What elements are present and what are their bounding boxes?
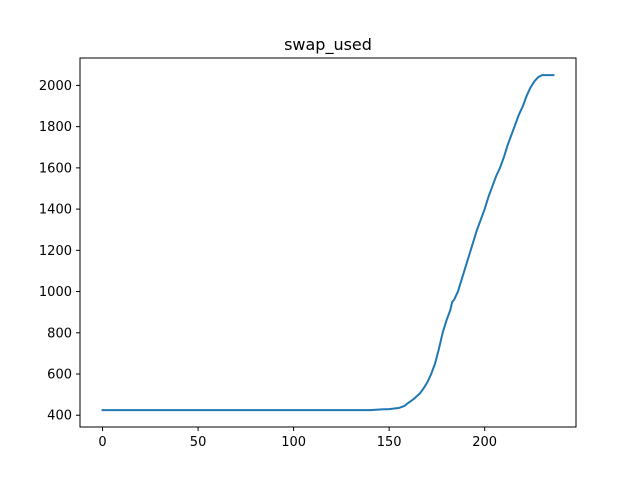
- y-tick-label: 1800: [39, 120, 72, 135]
- chart-title: swap_used: [284, 35, 372, 55]
- y-tick-label: 2000: [39, 79, 72, 94]
- y-tick-label: 600: [47, 368, 72, 383]
- plot-frame: [79, 57, 577, 428]
- y-tick-label: 1000: [39, 285, 72, 300]
- series-line: [101, 74, 555, 412]
- y-tick-label: 1600: [39, 161, 72, 176]
- y-tick-label: 800: [47, 326, 72, 341]
- x-tick-label: 50: [190, 435, 207, 450]
- y-tick-label: 400: [47, 409, 72, 424]
- y-tick-label: 1200: [39, 244, 72, 259]
- x-tick-label: 100: [281, 435, 306, 450]
- x-tick-label: 150: [377, 435, 402, 450]
- x-tick-label: 200: [472, 435, 497, 450]
- plot-area: [101, 74, 555, 412]
- y-tick-label: 1400: [39, 203, 72, 218]
- x-tick-label: 0: [98, 435, 106, 450]
